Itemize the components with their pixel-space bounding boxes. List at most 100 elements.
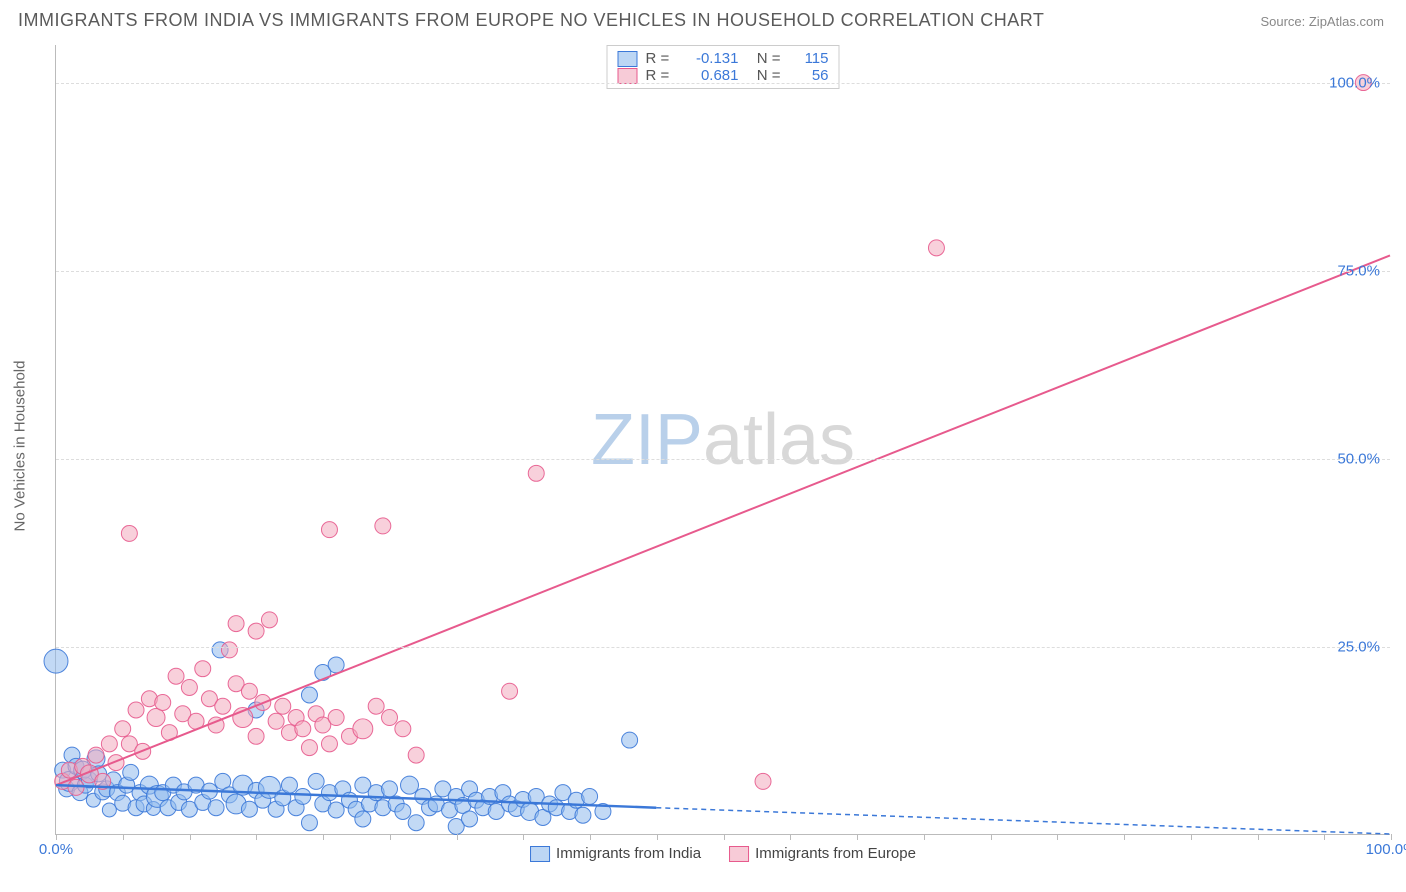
- data-point-europe: [382, 710, 398, 726]
- x-tick-mark: [190, 834, 191, 840]
- data-point-india: [308, 773, 324, 789]
- data-point-europe: [221, 642, 237, 658]
- data-point-europe: [228, 616, 244, 632]
- legend-r-label: R =: [646, 67, 676, 84]
- legend-n-label: N =: [747, 67, 781, 84]
- y-tick-label: 25.0%: [1337, 638, 1380, 655]
- data-point-india: [462, 811, 478, 827]
- data-point-europe: [275, 698, 291, 714]
- gridline-h: [56, 647, 1390, 648]
- data-point-europe: [121, 525, 137, 541]
- data-point-europe: [321, 522, 337, 538]
- legend-item-label: Immigrants from Europe: [755, 845, 916, 862]
- data-point-europe: [195, 661, 211, 677]
- data-point-europe: [268, 713, 284, 729]
- x-tick-mark: [657, 834, 658, 840]
- y-tick-label: 100.0%: [1329, 74, 1380, 91]
- data-point-india: [622, 732, 638, 748]
- x-tick-mark: [323, 834, 324, 840]
- x-tick-label: 100.0%: [1366, 841, 1406, 858]
- data-point-europe: [101, 736, 117, 752]
- data-point-europe: [353, 719, 373, 739]
- legend-item-europe: Immigrants from Europe: [729, 845, 916, 862]
- regression-line-europe: [56, 255, 1390, 785]
- x-tick-mark: [523, 834, 524, 840]
- x-tick-mark: [457, 834, 458, 840]
- data-point-india: [408, 815, 424, 831]
- data-point-europe: [321, 736, 337, 752]
- data-point-india: [401, 776, 419, 794]
- data-point-europe: [88, 747, 104, 763]
- x-tick-mark: [1057, 834, 1058, 840]
- data-point-india: [281, 777, 297, 793]
- legend-item-label: Immigrants from India: [556, 845, 701, 862]
- data-point-europe: [368, 698, 384, 714]
- data-point-europe: [375, 518, 391, 534]
- swatch-india: [530, 846, 550, 862]
- data-point-india: [328, 802, 344, 818]
- legend-row-india: R = -0.131 N = 115: [618, 50, 829, 67]
- data-point-india: [575, 807, 591, 823]
- x-tick-mark: [1191, 834, 1192, 840]
- y-tick-label: 50.0%: [1337, 450, 1380, 467]
- data-point-europe: [328, 710, 344, 726]
- data-point-india: [582, 788, 598, 804]
- data-point-europe: [755, 773, 771, 789]
- data-point-europe: [115, 721, 131, 737]
- legend-r-value: 0.681: [684, 67, 739, 84]
- data-point-india: [301, 815, 317, 831]
- x-tick-mark: [924, 834, 925, 840]
- data-point-india: [395, 803, 411, 819]
- legend-row-europe: R = 0.681 N = 56: [618, 67, 829, 84]
- chart-title: IMMIGRANTS FROM INDIA VS IMMIGRANTS FROM…: [18, 10, 1044, 31]
- x-tick-mark: [590, 834, 591, 840]
- swatch-europe: [729, 846, 749, 862]
- x-tick-mark: [56, 834, 57, 840]
- data-point-europe: [147, 709, 165, 727]
- swatch-europe: [618, 68, 638, 84]
- data-point-europe: [128, 702, 144, 718]
- y-axis-label: No Vehicles in Household: [12, 361, 29, 532]
- gridline-h: [56, 271, 1390, 272]
- data-point-europe: [248, 728, 264, 744]
- x-tick-mark: [857, 834, 858, 840]
- data-point-europe: [168, 668, 184, 684]
- plot-area: ZIPatlas R =-0.131N =115R =0.681N =56 Im…: [55, 45, 1390, 835]
- legend-series: Immigrants from India Immigrants from Eur…: [530, 845, 916, 862]
- legend-r-label: R =: [646, 50, 676, 67]
- data-point-europe: [395, 721, 411, 737]
- legend-item-india: Immigrants from India: [530, 845, 701, 862]
- x-tick-mark: [790, 834, 791, 840]
- data-point-india: [382, 781, 398, 797]
- legend-n-label: N =: [747, 50, 781, 67]
- data-point-india: [301, 687, 317, 703]
- swatch-india: [618, 51, 638, 67]
- data-point-india: [355, 811, 371, 827]
- data-point-europe: [215, 698, 231, 714]
- x-tick-mark: [1324, 834, 1325, 840]
- data-point-europe: [408, 747, 424, 763]
- x-tick-mark: [991, 834, 992, 840]
- data-point-europe: [502, 683, 518, 699]
- data-point-europe: [295, 721, 311, 737]
- data-point-europe: [261, 612, 277, 628]
- data-point-india: [44, 649, 68, 673]
- x-tick-label: 0.0%: [39, 841, 73, 858]
- legend-n-value: 115: [789, 50, 829, 67]
- data-point-europe: [241, 683, 257, 699]
- x-tick-mark: [256, 834, 257, 840]
- data-point-europe: [68, 779, 84, 795]
- data-point-india: [328, 657, 344, 673]
- data-point-india: [208, 800, 224, 816]
- legend-r-value: -0.131: [684, 50, 739, 67]
- regression-line-india-dashed: [656, 808, 1390, 834]
- data-point-europe: [181, 679, 197, 695]
- data-point-europe: [528, 465, 544, 481]
- data-point-india: [123, 764, 139, 780]
- data-point-europe: [155, 695, 171, 711]
- gridline-h: [56, 459, 1390, 460]
- source-attribution: Source: ZipAtlas.com: [1260, 14, 1384, 29]
- legend-n-value: 56: [789, 67, 829, 84]
- x-tick-mark: [390, 834, 391, 840]
- x-tick-mark: [1391, 834, 1392, 840]
